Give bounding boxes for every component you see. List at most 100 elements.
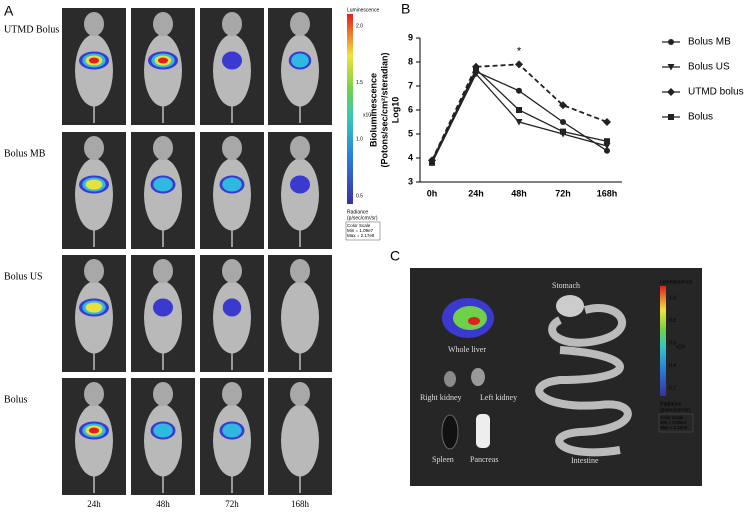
legend-label: UTMD bolus (688, 87, 744, 98)
legend-label: Bolus (688, 112, 713, 123)
y-axis-label: Log10 (390, 97, 400, 124)
colorbar-exponent: x10⁶ (676, 344, 686, 350)
point (560, 128, 566, 135)
x-tick-label: 72h (555, 188, 571, 198)
y-tick-label: 5 (408, 128, 413, 138)
colorbar-tick: 0.2 (669, 385, 676, 391)
annotation: * (517, 45, 522, 57)
intestine (535, 304, 632, 457)
mouse-head (290, 382, 310, 406)
mouse-body (281, 404, 319, 477)
liver-hot (468, 317, 480, 325)
x-tick-label: 168h (597, 188, 618, 198)
signal (88, 427, 100, 434)
column-label: 24h (87, 499, 101, 509)
colorbar-tick: 0.8 (669, 318, 676, 324)
series-line (431, 68, 608, 164)
colorbar-tick: 1.0 (669, 295, 676, 301)
colorbar-tick: 0.5 (356, 193, 363, 199)
organ-label: Right kidney (420, 393, 462, 402)
mouse-head (222, 259, 242, 283)
kidney (471, 368, 485, 386)
colorbar-tick: 0.6 (669, 340, 676, 346)
row-label: Bolus MB (4, 148, 46, 159)
point (559, 101, 567, 110)
scale-text: Max = 2.17e8 (347, 233, 375, 238)
signal (153, 177, 173, 192)
pancreas (476, 414, 490, 448)
signal (222, 177, 242, 192)
mouse-body (144, 34, 182, 107)
point (604, 138, 610, 145)
mouse-head (84, 259, 104, 283)
signal (222, 298, 242, 317)
y-tick-label: 8 (408, 56, 413, 66)
x-tick-label: 24h (468, 188, 484, 198)
mouse-body (75, 281, 113, 354)
mouse-body (213, 404, 251, 477)
row-label: Bolus (4, 394, 27, 405)
point (473, 66, 479, 73)
point (429, 159, 435, 166)
signal (291, 53, 309, 68)
mouse-body (281, 281, 319, 354)
mouse-body (281, 34, 319, 107)
colorbar-unit: Radiance (347, 209, 368, 215)
series-line (431, 70, 608, 161)
mouse-head (222, 12, 242, 36)
organ-label: Stomach (552, 281, 580, 290)
point (560, 119, 566, 125)
signal (222, 51, 242, 70)
colorbar-tick: 2.0 (356, 23, 363, 29)
scale-text: Min = 6.65e4 (660, 420, 687, 425)
mouse-body (75, 404, 113, 477)
y-axis-label: Bioluminescence (368, 73, 378, 147)
mouse-body (75, 34, 113, 107)
mouse-body (213, 34, 251, 107)
signal (222, 423, 242, 438)
y-tick-label: 6 (408, 104, 413, 114)
scale-text: Color Scale (660, 415, 684, 420)
mouse-body (281, 158, 319, 231)
signal (290, 175, 310, 194)
colorbar (347, 14, 353, 204)
scale-text: Min = 1.09e7 (347, 228, 374, 233)
mouse-head (153, 382, 173, 406)
mouse-body (144, 158, 182, 231)
series-line (431, 72, 608, 164)
colorbar-tick: 1.5 (356, 80, 363, 86)
y-tick-label: 4 (408, 152, 413, 162)
signal (88, 57, 100, 64)
mouse-head (222, 382, 242, 406)
stomach (556, 295, 584, 317)
colorbar (660, 286, 666, 396)
x-tick-label: 0h (427, 188, 438, 198)
mouse-head (84, 12, 104, 36)
colorbar-unit: (p/sec/cm²/sr) (347, 215, 378, 221)
mouse-head (84, 382, 104, 406)
point (604, 147, 610, 154)
panel-label: A (4, 3, 14, 19)
colorbar-tick: 1.0 (356, 137, 363, 143)
scale-text: Color Scale (347, 223, 371, 228)
point (515, 60, 523, 69)
spleen (441, 414, 459, 450)
legend-marker (668, 114, 674, 120)
mouse-head (290, 12, 310, 36)
mouse-body (213, 158, 251, 231)
column-label: 72h (225, 499, 239, 509)
y-tick-label: 7 (408, 80, 413, 90)
mouse-body (144, 281, 182, 354)
point (603, 143, 611, 150)
signal (153, 298, 173, 317)
panel-label: B (401, 1, 410, 17)
point (603, 118, 611, 126)
colorbar-tick: 0.4 (669, 363, 676, 369)
row-label: UTMD Bolus (4, 24, 59, 35)
y-axis-label: (Potons/sec/cm²/steradian) (379, 52, 389, 167)
colorbar-unit: (p/sec/cm²/sr) (660, 407, 691, 413)
colorbar-title: Luminescence (660, 279, 692, 285)
mouse-body (213, 281, 251, 354)
